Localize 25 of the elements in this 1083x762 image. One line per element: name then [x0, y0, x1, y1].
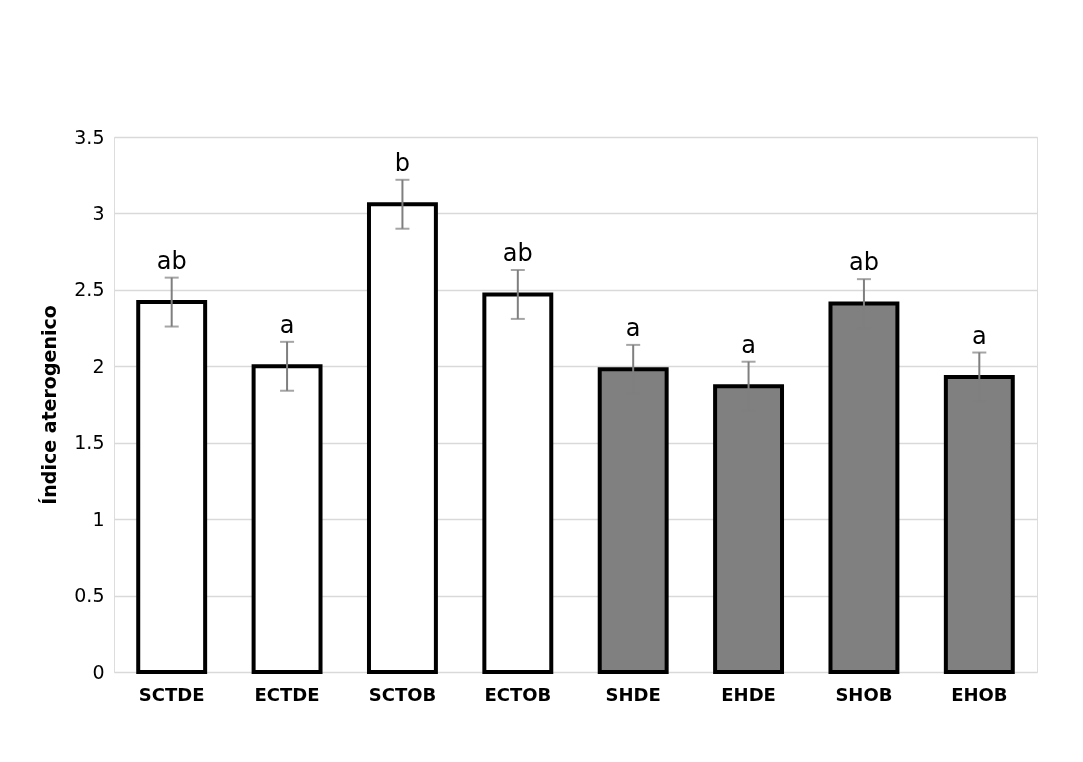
x-tick-label: SHOB — [835, 683, 893, 705]
annotation: a — [625, 313, 641, 342]
y-tick-label: 3 — [92, 201, 105, 224]
y-axis-title: Índice aterogenico — [38, 305, 61, 505]
annotation: a — [741, 330, 756, 359]
x-tick-label: EHOB — [951, 683, 1008, 705]
y-tick-label: 0.5 — [74, 584, 105, 607]
x-tick-label: SCTOB — [368, 683, 437, 705]
annotation: ab — [502, 238, 533, 267]
annotation: a — [279, 310, 295, 339]
x-tick-label: SHDE — [605, 683, 661, 705]
annotation: b — [394, 148, 411, 177]
annotation: a — [971, 321, 987, 350]
y-tick-label: 1 — [92, 507, 105, 530]
x-tick-label: SCTDE — [138, 683, 205, 705]
y-tick-label: 0 — [92, 660, 105, 683]
x-tick-label: ECTDE — [254, 683, 320, 705]
x-tick-label: ECTOB — [484, 683, 552, 705]
annotation: ab — [156, 246, 187, 275]
y-tick-label: 3.5 — [74, 125, 105, 148]
x-tick-label: EHDE — [721, 683, 776, 705]
y-tick-label: 1.5 — [74, 431, 105, 454]
y-tick-label: 2.5 — [74, 278, 105, 301]
y-tick-label: 2 — [92, 354, 105, 377]
annotation: ab — [848, 248, 879, 277]
